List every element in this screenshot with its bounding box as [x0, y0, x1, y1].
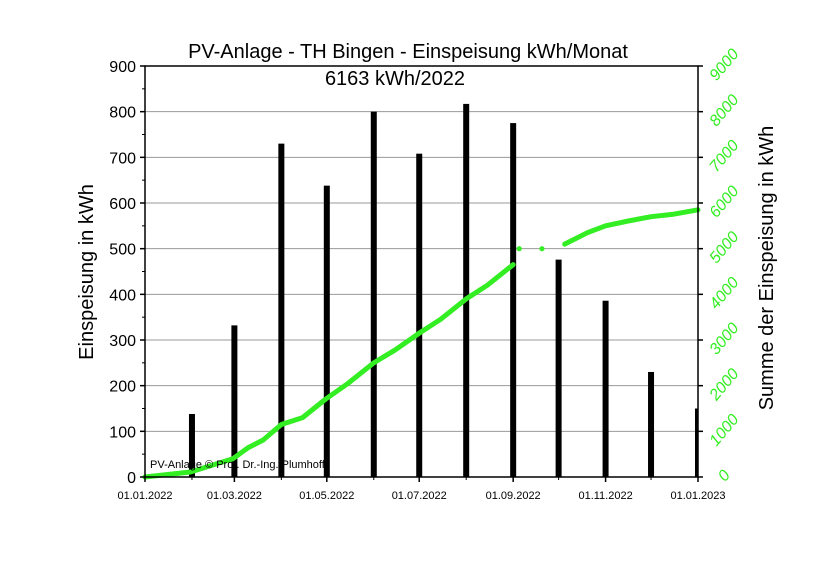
- y2-tick-label: 4000: [707, 274, 743, 312]
- cumulative-line: [562, 207, 701, 247]
- y2-tick-label: 2000: [706, 366, 743, 405]
- cumulative-point: [516, 246, 522, 252]
- cumulative-series: [142, 207, 701, 480]
- y2-tick-label: 0: [715, 467, 734, 485]
- y-tick-label: 300: [109, 333, 136, 350]
- bar: [510, 123, 517, 477]
- y2-tick-label: 1000: [707, 411, 743, 449]
- bar: [555, 259, 562, 477]
- y-tick-label: 600: [109, 196, 136, 213]
- chart-subtitle: 6163 kWh/2022: [325, 68, 465, 90]
- x-tick-label: 01.09.2022: [486, 490, 541, 502]
- bar: [463, 103, 470, 478]
- x-tick-label: 01.11.2022: [578, 490, 632, 502]
- bar: [323, 185, 330, 477]
- x-tick-label: 01.01.2022: [117, 490, 172, 502]
- y2-tick-label: 5000: [707, 229, 743, 267]
- y2-tick-label: 7000: [707, 137, 743, 175]
- y-tick-label: 400: [109, 287, 136, 304]
- bar: [602, 300, 609, 477]
- y-tick-label: 700: [109, 150, 136, 167]
- credit-text: PV-Anlage © Prof. Dr.-Ing. Plumhoff: [150, 459, 326, 471]
- y-tick-label: 500: [109, 242, 136, 259]
- bar: [648, 371, 655, 477]
- bar: [188, 413, 195, 477]
- bar: [416, 153, 423, 477]
- bar: [231, 325, 238, 477]
- x-tick-labels: 01.01.2022 01.03.2022 01.05.2022 01.07.2022…: [117, 490, 725, 502]
- y2-tick-label: 8000: [707, 92, 743, 130]
- y-tick-label: 200: [109, 379, 136, 396]
- y-tick-label: 800: [109, 105, 136, 122]
- x-tick-label: 01.03.2022: [207, 490, 262, 502]
- bar: [370, 111, 377, 478]
- chart-title: PV-Anlage - TH Bingen - Einspeisung kWh/…: [188, 41, 628, 63]
- y2-axis-label: Summe der Einspeisung in kWh: [756, 126, 778, 411]
- y-axis-label: Einspeisung in kWh: [76, 184, 98, 360]
- cumulative-line: [142, 262, 516, 480]
- axis-ticks: [140, 65, 703, 482]
- left-tick-labels: 0 100 200 300 400 500 600 700 800 900: [109, 59, 136, 487]
- y2-tick-label: 6000: [707, 183, 743, 221]
- x-tick-label: 01.01.2023: [670, 490, 725, 502]
- y-tick-label: 100: [109, 424, 136, 441]
- bar: [278, 143, 285, 477]
- right-tick-labels: 0 1000 2000 3000 4000 5000 6000 7000 8000 9000: [706, 46, 743, 485]
- y2-tick-label: 9000: [707, 46, 743, 84]
- y-tick-label: 0: [127, 470, 136, 487]
- cumulative-point: [539, 246, 545, 252]
- x-tick-label: 01.07.2022: [392, 490, 447, 502]
- bar: [695, 408, 698, 477]
- y2-tick-label: 3000: [707, 320, 743, 358]
- x-tick-label: 01.05.2022: [299, 490, 354, 502]
- bar-series: [188, 103, 698, 478]
- y-tick-label: 900: [109, 59, 136, 76]
